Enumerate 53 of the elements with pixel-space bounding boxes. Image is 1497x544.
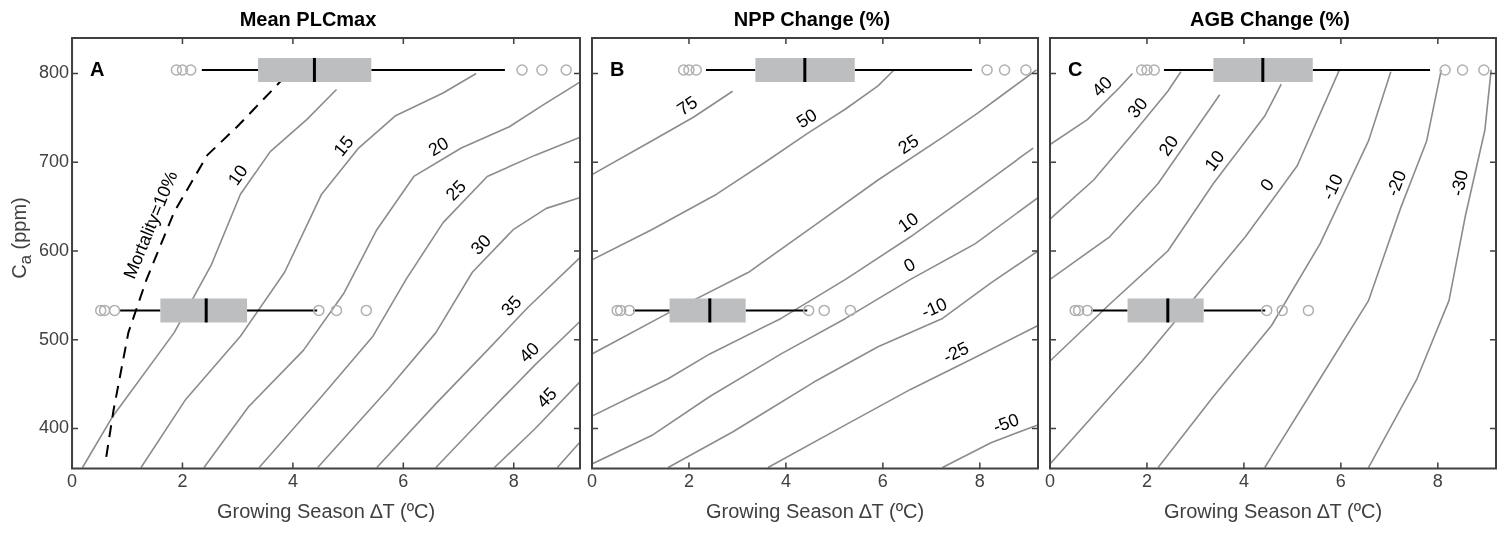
text: 40 bbox=[515, 338, 544, 367]
x-tick-label: 4 bbox=[287, 471, 298, 492]
text: -10 bbox=[918, 293, 951, 323]
y-tick-label: 600 bbox=[38, 239, 70, 260]
y-tick-label: 700 bbox=[38, 151, 70, 172]
x-tick-label: 2 bbox=[683, 471, 694, 492]
chart-title: Mean PLCmax bbox=[239, 7, 377, 30]
x-tick-label: 6 bbox=[1335, 471, 1346, 492]
text: 10 bbox=[894, 208, 923, 237]
x-tick-label: 6 bbox=[877, 471, 888, 492]
text: 75 bbox=[673, 91, 702, 120]
annotation: B bbox=[610, 57, 625, 80]
text: 15 bbox=[329, 131, 358, 161]
text: -30 bbox=[1446, 168, 1473, 198]
x-tick-label: 4 bbox=[1238, 471, 1249, 492]
y-tick-label: 800 bbox=[38, 62, 70, 83]
chart-title: NPP Change (%) bbox=[733, 7, 891, 30]
x-tick-label: 8 bbox=[974, 471, 985, 492]
text: 10 bbox=[1200, 146, 1229, 175]
text: 50 bbox=[792, 104, 821, 133]
annotation: C bbox=[1068, 57, 1083, 80]
x-axis-title: Growing Season ∆T (ºC) bbox=[1163, 499, 1383, 522]
text: 20 bbox=[1154, 131, 1183, 160]
text: 30 bbox=[466, 230, 496, 259]
text: 25 bbox=[441, 176, 470, 205]
text: 0 bbox=[1256, 174, 1279, 195]
annotation: A bbox=[90, 57, 105, 80]
text: 45 bbox=[532, 383, 561, 412]
text: 20 bbox=[424, 132, 453, 161]
x-tick-label: 0 bbox=[587, 471, 598, 492]
text: 35 bbox=[497, 291, 526, 321]
y-tick-label: 500 bbox=[38, 328, 70, 349]
x-tick-label: 8 bbox=[1432, 471, 1443, 492]
x-tick-label: 8 bbox=[508, 471, 519, 492]
text: -25 bbox=[939, 337, 973, 368]
text: 10 bbox=[223, 161, 252, 190]
x-tick-label: 6 bbox=[398, 471, 409, 492]
text: 0 bbox=[900, 253, 919, 277]
x-tick-label: 0 bbox=[1045, 471, 1056, 492]
text: -20 bbox=[1382, 167, 1411, 199]
x-tick-label: 2 bbox=[177, 471, 188, 492]
x-axis-title: Growing Season ∆T (ºC) bbox=[216, 499, 436, 522]
x-tick-label: 2 bbox=[1141, 471, 1152, 492]
x-tick-label: 0 bbox=[67, 471, 78, 492]
x-tick-label: 4 bbox=[780, 471, 791, 492]
text: -10 bbox=[1317, 170, 1348, 203]
text: 25 bbox=[894, 130, 923, 159]
x-axis-title: Growing Season ∆T (ºC) bbox=[705, 499, 925, 522]
chart-title: AGB Change (%) bbox=[1190, 7, 1350, 30]
text: 30 bbox=[1123, 93, 1152, 122]
text: 40 bbox=[1087, 72, 1117, 101]
text: -50 bbox=[990, 409, 1022, 438]
y-tick-label: 400 bbox=[38, 417, 70, 438]
